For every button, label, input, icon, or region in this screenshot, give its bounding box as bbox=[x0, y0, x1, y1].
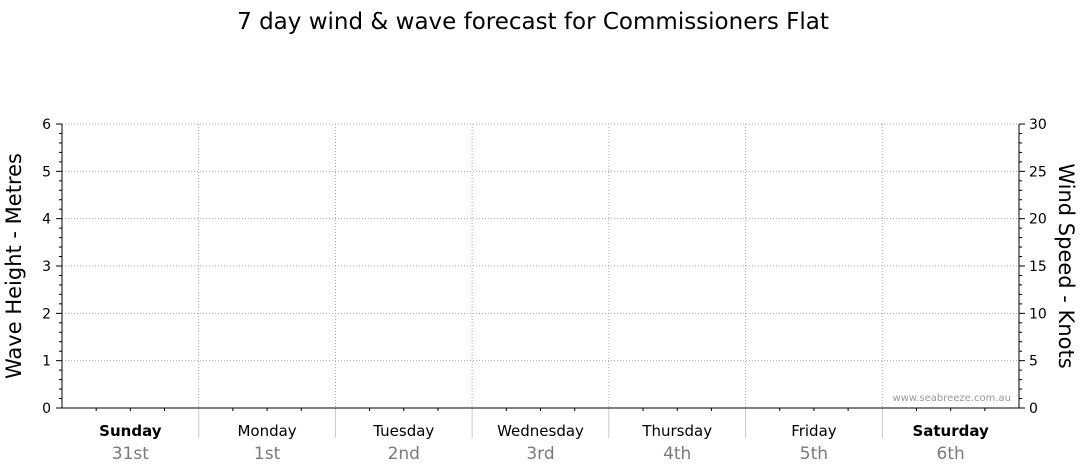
watermark: www.seabreeze.com.au bbox=[893, 393, 1011, 404]
right-axis-ticks: 0 5 10 15 20 25 30 bbox=[1019, 117, 1047, 417]
day-name-label: Saturday bbox=[912, 422, 989, 440]
left-tick-label: 1 bbox=[42, 354, 51, 370]
day-date-label: 3rd bbox=[526, 444, 554, 464]
axes bbox=[61, 124, 1020, 411]
day-date-label: 6th bbox=[937, 444, 965, 464]
right-tick-label: 0 bbox=[1029, 401, 1038, 417]
left-tick-label: 6 bbox=[42, 117, 51, 133]
left-tick-label: 3 bbox=[42, 259, 51, 275]
day-date-label: 2nd bbox=[388, 444, 420, 464]
left-tick-label: 0 bbox=[42, 401, 51, 417]
chart-title: 7 day wind & wave forecast for Commissio… bbox=[237, 9, 829, 35]
day-name-label: Thursday bbox=[641, 422, 712, 440]
left-tick-label: 4 bbox=[42, 212, 51, 228]
right-axis-title: Wind Speed - Knots bbox=[1054, 163, 1078, 368]
left-tick-label: 5 bbox=[42, 164, 51, 180]
right-tick-label: 15 bbox=[1029, 259, 1047, 275]
day-name-label: Wednesday bbox=[497, 422, 584, 440]
day-name-label: Monday bbox=[237, 422, 296, 440]
day-date-label: 1st bbox=[254, 444, 281, 464]
left-axis-ticks: 0 1 2 3 4 5 6 bbox=[42, 117, 62, 417]
day-date-label: 5th bbox=[800, 444, 828, 464]
right-tick-label: 20 bbox=[1029, 212, 1047, 228]
day-date-label: 31st bbox=[112, 444, 149, 464]
day-name-label: Tuesday bbox=[372, 422, 434, 440]
right-tick-label: 10 bbox=[1029, 306, 1047, 322]
left-axis-title: Wave Height - Metres bbox=[2, 153, 26, 379]
day-date-label: 4th bbox=[663, 444, 691, 464]
day-name-label: Friday bbox=[791, 422, 837, 440]
right-tick-label: 25 bbox=[1029, 164, 1047, 180]
grid bbox=[62, 123, 1019, 438]
right-tick-label: 5 bbox=[1029, 354, 1038, 370]
left-tick-label: 2 bbox=[42, 306, 51, 322]
day-name-label: Sunday bbox=[99, 422, 162, 440]
day-labels: Sunday 31st Monday 1st Tuesday 2nd Wednesday 3r… bbox=[99, 422, 989, 464]
right-tick-label: 30 bbox=[1029, 117, 1047, 133]
